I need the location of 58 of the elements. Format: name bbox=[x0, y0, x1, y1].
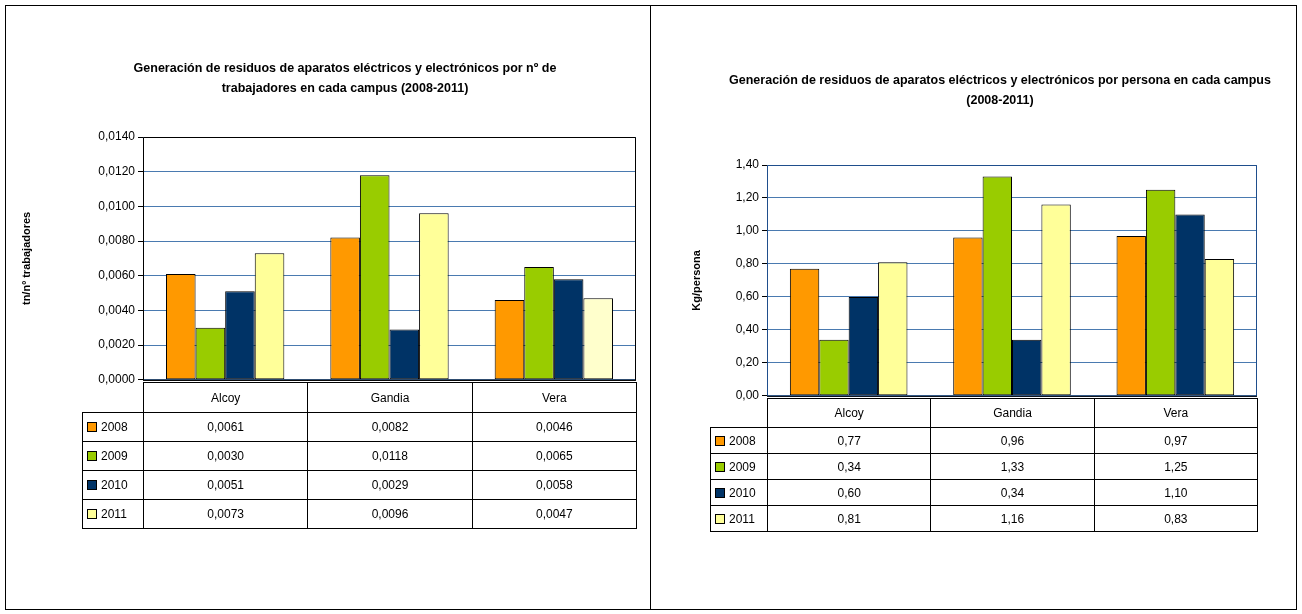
legend-label: 2011 bbox=[710, 505, 768, 532]
data-label: 1,25 bbox=[1094, 453, 1258, 480]
y-tick-label: 1,20 bbox=[735, 190, 760, 205]
data-label: 0,0046 bbox=[472, 412, 637, 442]
chart-title: Generación de residuos de aparatos eléctricos y electrónicos por persona en cada campus (2008-2011) bbox=[728, 72, 1272, 109]
y-tick-label: 0,20 bbox=[735, 355, 760, 370]
legend-label: 2010 bbox=[710, 479, 768, 506]
y-tick-label: 1,00 bbox=[735, 223, 760, 238]
x-tick-label: Gandia bbox=[930, 398, 1095, 428]
data-label: 0,0030 bbox=[143, 441, 308, 471]
legend-label: 2009 bbox=[82, 441, 144, 471]
y-tick-label: 0,0100 bbox=[98, 198, 136, 213]
data-label: 0,0047 bbox=[472, 499, 637, 529]
chart-title: Generación de residuos de aparatos eléctricos y electrónicos por nº de trabajadores en cada campus (2008-2011) bbox=[132, 60, 558, 97]
legend-label: 2010 bbox=[82, 470, 144, 500]
y-tick-label: 0,0040 bbox=[98, 302, 136, 317]
y-tick-label: 0,0080 bbox=[98, 233, 136, 248]
legend-label: 2011 bbox=[82, 499, 144, 529]
legend-label: 2008 bbox=[710, 427, 768, 454]
data-label: 0,0061 bbox=[143, 412, 308, 442]
y-tick-label: 0,0060 bbox=[98, 268, 136, 283]
y-tick-label: 0,0140 bbox=[98, 129, 136, 144]
y-tick-label: 0,0120 bbox=[98, 164, 136, 178]
x-tick-label: Vera bbox=[1094, 398, 1258, 428]
y-tick-label: 0,0000 bbox=[98, 372, 136, 387]
data-label: 0,0118 bbox=[307, 441, 473, 471]
x-tick-label: Vera bbox=[472, 382, 637, 413]
x-tick-label: Gandia bbox=[307, 382, 473, 413]
data-label: 0,96 bbox=[930, 427, 1095, 454]
legend-label: 2009 bbox=[710, 453, 768, 480]
data-label: 0,97 bbox=[1094, 427, 1258, 454]
data-label: 0,83 bbox=[1094, 505, 1258, 532]
data-label: 0,0082 bbox=[307, 412, 473, 442]
data-label: 0,81 bbox=[767, 505, 931, 532]
data-label: 1,10 bbox=[1094, 479, 1258, 506]
y-tick-label: 0,80 bbox=[735, 256, 760, 271]
data-label: 0,0051 bbox=[143, 470, 308, 500]
data-label: 1,33 bbox=[930, 453, 1095, 480]
data-label: 0,34 bbox=[930, 479, 1095, 506]
y-tick-label: 1,40 bbox=[735, 157, 760, 172]
data-label: 0,0096 bbox=[307, 499, 473, 529]
data-label: 0,34 bbox=[767, 453, 931, 480]
data-label: 0,0065 bbox=[472, 441, 637, 471]
x-tick-label: Alcoy bbox=[767, 398, 931, 428]
y-tick-label: 0,0020 bbox=[98, 337, 136, 352]
y-tick-label: 0,60 bbox=[735, 289, 760, 304]
y-tick-label: 0,00 bbox=[735, 388, 760, 403]
data-label: 0,0073 bbox=[143, 499, 308, 529]
y-axis-title: Kg/persona bbox=[689, 249, 702, 311]
data-label: 1,16 bbox=[930, 505, 1095, 532]
legend-label: 2008 bbox=[82, 412, 144, 442]
data-label: 0,77 bbox=[767, 427, 931, 454]
y-axis-title: tn/nº trabajadores bbox=[19, 211, 32, 306]
data-label: 0,0029 bbox=[307, 470, 473, 500]
data-label: 0,60 bbox=[767, 479, 931, 506]
x-tick-label: Alcoy bbox=[143, 382, 308, 413]
data-label: 0,0058 bbox=[472, 470, 637, 500]
y-tick-label: 0,40 bbox=[735, 322, 760, 337]
